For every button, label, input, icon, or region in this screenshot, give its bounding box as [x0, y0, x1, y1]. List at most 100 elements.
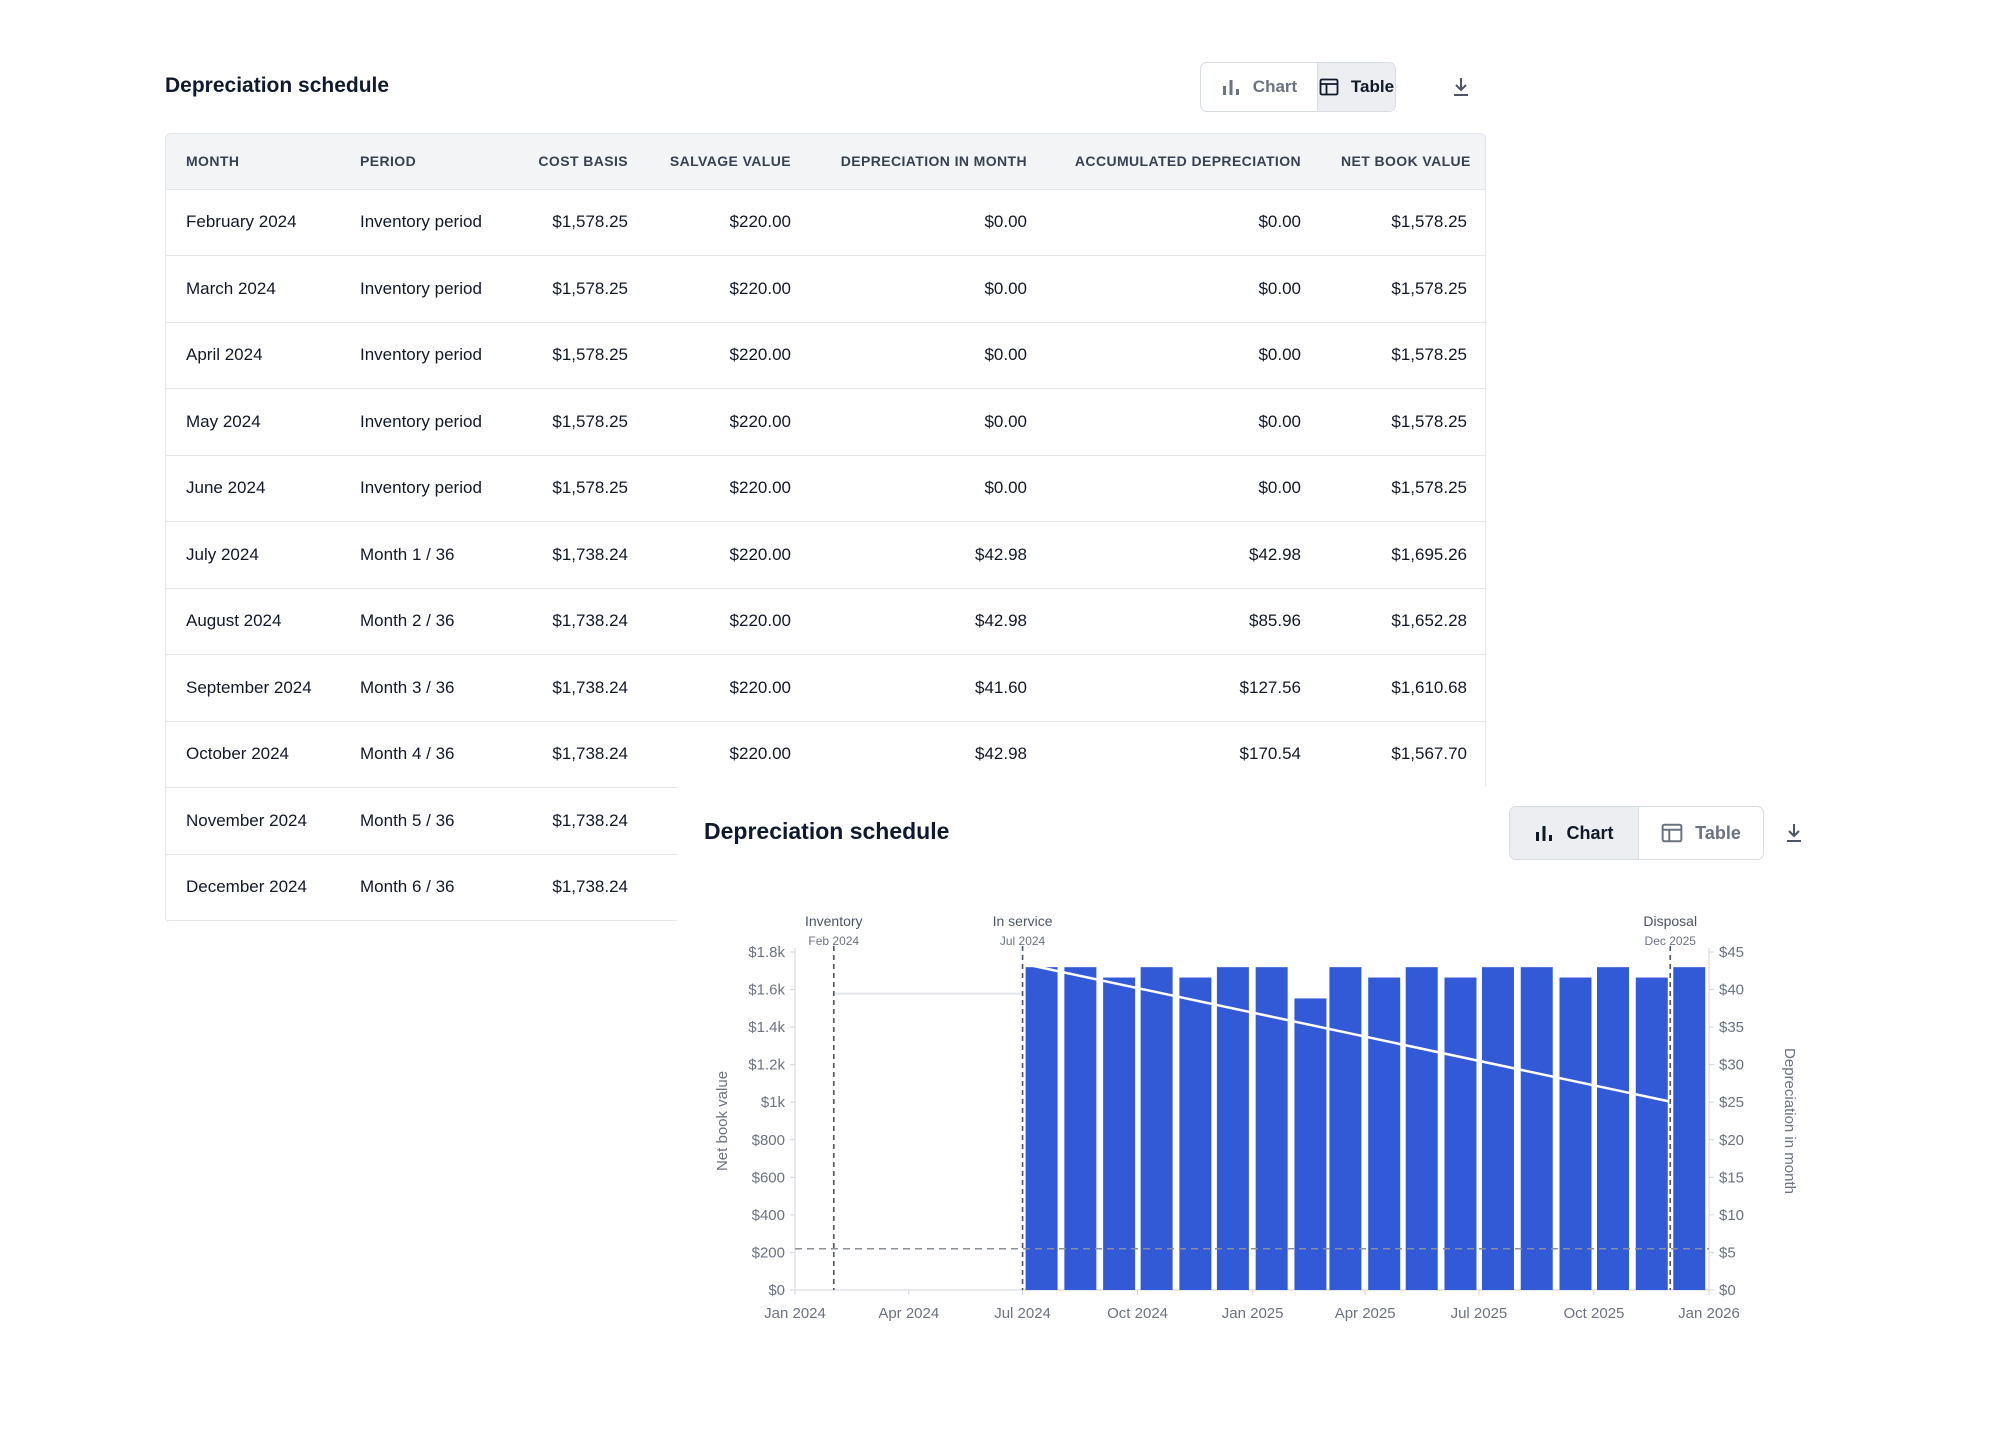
y-right-tick-label: $45 — [1719, 944, 1744, 961]
download-button[interactable] — [1779, 818, 1809, 848]
cell-period: Month 4 / 36 — [340, 721, 508, 788]
x-tick-label: Jul 2024 — [994, 1305, 1051, 1322]
cell-net-book-value: $1,578.25 — [1321, 388, 1485, 456]
chart-view-label: Chart — [1252, 77, 1298, 96]
download-button[interactable] — [1446, 72, 1476, 102]
column-header-net-book-value[interactable]: NET BOOK VALUE — [1321, 134, 1485, 190]
cell-period: Inventory period — [340, 455, 508, 522]
cell-cost-basis: $1,578.25 — [508, 255, 648, 323]
table-row: October 2024 Month 4 / 36 $1,738.24 $220.00… — [166, 721, 1485, 788]
x-tick-label: Jan 2024 — [764, 1305, 826, 1322]
cell-depreciation-in-month: $0.00 — [811, 388, 1047, 456]
cell-depreciation-in-month: $42.98 — [811, 721, 1047, 788]
y-right-tick-label: $5 — [1719, 1244, 1736, 1261]
y-left-tick-label: $800 — [752, 1132, 785, 1149]
cell-cost-basis: $1,738.24 — [508, 721, 648, 788]
table-header-row: MONTH PERIOD COST BASIS SALVAGE VALUE DE… — [166, 134, 1485, 190]
cell-salvage-value: $220.00 — [648, 255, 811, 323]
net-book-value-line — [1022, 962, 1671, 1103]
cell-accumulated-depreciation: $0.00 — [1047, 455, 1321, 522]
cell-salvage-value: $220.00 — [648, 654, 811, 722]
cell-net-book-value: $1,610.68 — [1321, 654, 1485, 722]
y-left-tick-label: $1.2k — [748, 1057, 785, 1074]
cell-cost-basis: $1,578.25 — [508, 322, 648, 389]
depreciation-bar — [1140, 967, 1173, 1290]
table-view-button[interactable]: Table — [1317, 63, 1395, 111]
table-row: June 2024 Inventory period $1,578.25 $220.0… — [166, 455, 1485, 522]
cell-accumulated-depreciation: $0.00 — [1047, 189, 1321, 256]
table-icon — [1319, 78, 1339, 96]
y-left-tick-label: $600 — [752, 1169, 785, 1186]
event-marker-date: Dec 2025 — [1645, 934, 1697, 948]
table-view-label: Table — [1350, 77, 1395, 96]
cell-salvage-value: $220.00 — [648, 388, 811, 456]
cell-depreciation-in-month: $41.60 — [811, 654, 1047, 722]
table-row: September 2024 Month 3 / 36 $1,738.24 $220.… — [166, 654, 1485, 722]
cell-month: August 2024 — [166, 588, 340, 655]
cell-net-book-value: $1,652.28 — [1321, 588, 1485, 655]
cell-accumulated-depreciation: $0.00 — [1047, 388, 1321, 456]
table-row: July 2024 Month 1 / 36 $1,738.24 $220.00 $42… — [166, 521, 1485, 589]
cell-month: June 2024 — [166, 455, 340, 522]
table-row: April 2024 Inventory period $1,578.25 $220.… — [166, 322, 1485, 389]
depreciation-bar — [1216, 967, 1249, 1290]
event-marker-date: Feb 2024 — [808, 934, 859, 948]
cell-depreciation-in-month: $0.00 — [811, 455, 1047, 522]
x-tick-label: Jul 2025 — [1451, 1305, 1508, 1322]
cell-cost-basis: $1,578.25 — [508, 189, 648, 256]
event-marker-label: Inventory — [805, 913, 863, 929]
cell-period: Month 3 / 36 — [340, 654, 508, 722]
cell-period: Inventory period — [340, 388, 508, 456]
cell-month: December 2024 — [166, 854, 340, 921]
cell-cost-basis: $1,738.24 — [508, 521, 648, 589]
y-left-tick-label: $1.4k — [748, 1019, 785, 1036]
cell-depreciation-in-month: $0.00 — [811, 255, 1047, 323]
cell-cost-basis: $1,578.25 — [508, 455, 648, 522]
cell-accumulated-depreciation: $0.00 — [1047, 322, 1321, 389]
cell-month: May 2024 — [166, 388, 340, 456]
download-icon — [1454, 78, 1468, 96]
cell-accumulated-depreciation: $85.96 — [1047, 588, 1321, 655]
bar-chart-icon — [1222, 80, 1239, 95]
y-right-tick-label: $15 — [1719, 1169, 1744, 1186]
cell-salvage-value: $220.00 — [648, 189, 811, 256]
cell-cost-basis: $1,578.25 — [508, 388, 648, 456]
y-left-tick-label: $400 — [752, 1207, 785, 1224]
table-panel-title: Depreciation schedule — [165, 74, 390, 97]
table-view-button[interactable]: Table — [1638, 807, 1763, 859]
x-tick-label: Oct 2025 — [1564, 1305, 1625, 1322]
column-header-cost-basis[interactable]: COST BASIS — [508, 134, 648, 190]
column-header-salvage-value[interactable]: SALVAGE VALUE — [648, 134, 811, 190]
column-header-period[interactable]: PERIOD — [340, 134, 508, 190]
depreciation-bar — [1559, 977, 1592, 1290]
depreciation-bar — [1064, 967, 1097, 1290]
depreciation-bar — [1481, 967, 1514, 1290]
cell-net-book-value: $1,567.70 — [1321, 721, 1485, 788]
cell-month: April 2024 — [166, 322, 340, 389]
cell-depreciation-in-month: $0.00 — [811, 322, 1047, 389]
bar-chart-icon — [1536, 826, 1553, 841]
column-header-month[interactable]: MONTH — [166, 134, 340, 190]
event-marker-label: Disposal — [1643, 913, 1697, 929]
table-icon — [1661, 823, 1683, 843]
depreciation-bar — [1673, 967, 1706, 1290]
depreciation-bar — [1025, 967, 1058, 1290]
column-header-depreciation-in-month[interactable]: DEPRECIATION IN MONTH — [811, 134, 1047, 190]
chart-view-button[interactable]: Chart — [1201, 63, 1317, 111]
table-panel-view-toggle: Chart Table — [1200, 62, 1396, 112]
depreciation-bar — [1520, 967, 1553, 1290]
x-tick-label: Apr 2024 — [878, 1305, 939, 1322]
y-right-tick-label: $35 — [1719, 1019, 1744, 1036]
cell-month: July 2024 — [166, 521, 340, 589]
cell-accumulated-depreciation: $0.00 — [1047, 255, 1321, 323]
y-right-axis-title: Depreciation in month — [1781, 1048, 1798, 1194]
table-row: May 2024 Inventory period $1,578.25 $220.00… — [166, 388, 1485, 456]
cell-period: Inventory period — [340, 322, 508, 389]
cell-net-book-value: $1,578.25 — [1321, 255, 1485, 323]
cell-period: Month 2 / 36 — [340, 588, 508, 655]
chart-view-button[interactable]: Chart — [1510, 807, 1638, 859]
event-marker-label: In service — [993, 913, 1053, 929]
column-header-accumulated-depreciation[interactable]: ACCUMULATED DEPRECIATION — [1047, 134, 1321, 190]
y-left-tick-label: $200 — [752, 1244, 785, 1261]
cell-month: March 2024 — [166, 255, 340, 323]
